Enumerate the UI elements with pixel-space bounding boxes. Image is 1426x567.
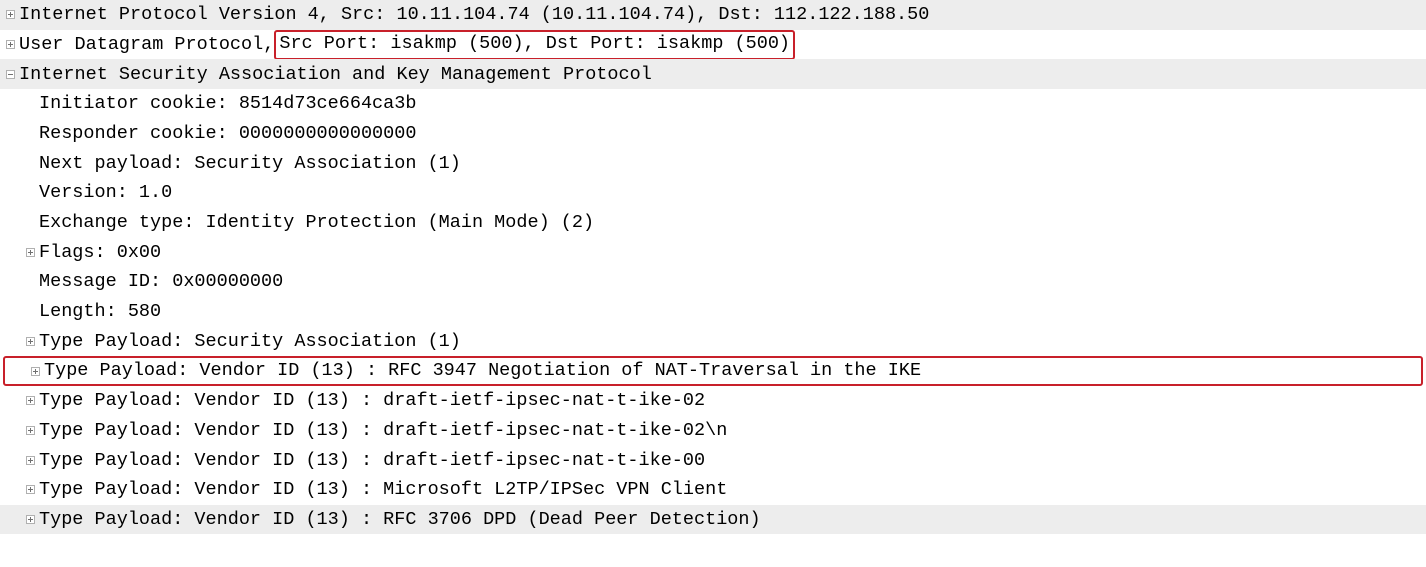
tree-row-udp[interactable]: User Datagram Protocol, Src Port: isakmp…: [0, 30, 1426, 60]
tree-row-payload-vid-draft02n[interactable]: Type Payload: Vendor ID (13) : draft-iet…: [0, 416, 1426, 446]
field-label: Version: 1.0: [39, 178, 172, 207]
field-label: Exchange type: Identity Protection (Main…: [39, 208, 594, 237]
packet-tree: Internet Protocol Version 4, Src: 10.11.…: [0, 0, 1426, 534]
field-label: Type Payload: Vendor ID (13) : draft-iet…: [39, 386, 705, 415]
field-label: User Datagram Protocol,: [19, 30, 274, 59]
expand-icon[interactable]: [4, 39, 16, 51]
tree-row-isakmp[interactable]: Internet Security Association and Key Ma…: [0, 59, 1426, 89]
expand-icon[interactable]: [24, 246, 36, 258]
expand-icon[interactable]: [24, 424, 36, 436]
tree-row-ipv4[interactable]: Internet Protocol Version 4, Src: 10.11.…: [0, 0, 1426, 30]
field-label: Flags: 0x00: [39, 238, 161, 267]
tree-row-initiator-cookie[interactable]: Initiator cookie: 8514d73ce664ca3b: [0, 89, 1426, 119]
field-label: Type Payload: Vendor ID (13) : RFC 3706 …: [39, 505, 761, 534]
field-label: Next payload: Security Association (1): [39, 149, 461, 178]
field-label: Responder cookie: 0000000000000000: [39, 119, 416, 148]
field-label: Type Payload: Security Association (1): [39, 327, 461, 356]
collapse-icon[interactable]: [4, 68, 16, 80]
expand-icon[interactable]: [24, 335, 36, 347]
expand-icon[interactable]: [24, 484, 36, 496]
tree-row-payload-vid-dpd[interactable]: Type Payload: Vendor ID (13) : RFC 3706 …: [0, 505, 1426, 535]
expand-icon[interactable]: [4, 9, 16, 21]
tree-row-payload-sa[interactable]: Type Payload: Security Association (1): [0, 327, 1426, 357]
field-label: Type Payload: Vendor ID (13) : draft-iet…: [39, 416, 727, 445]
field-label: Length: 580: [39, 297, 161, 326]
tree-row-payload-vid-draft00[interactable]: Type Payload: Vendor ID (13) : draft-iet…: [0, 445, 1426, 475]
tree-row-payload-vid-draft02[interactable]: Type Payload: Vendor ID (13) : draft-iet…: [0, 386, 1426, 416]
expand-icon[interactable]: [24, 514, 36, 526]
field-label: Type Payload: Vendor ID (13) : RFC 3947 …: [44, 356, 921, 385]
expand-icon[interactable]: [24, 395, 36, 407]
expand-icon[interactable]: [24, 454, 36, 466]
tree-row-next-payload[interactable]: Next payload: Security Association (1): [0, 148, 1426, 178]
tree-row-payload-vid-rfc3947[interactable]: Type Payload: Vendor ID (13) : RFC 3947 …: [3, 356, 1423, 386]
tree-row-flags[interactable]: Flags: 0x00: [0, 238, 1426, 268]
tree-row-message-id[interactable]: Message ID: 0x00000000: [0, 267, 1426, 297]
field-label: Message ID: 0x00000000: [39, 267, 283, 296]
tree-row-responder-cookie[interactable]: Responder cookie: 0000000000000000: [0, 119, 1426, 149]
highlighted-span: Src Port: isakmp (500), Dst Port: isakmp…: [274, 30, 795, 60]
tree-row-payload-vid-msl2tp[interactable]: Type Payload: Vendor ID (13) : Microsoft…: [0, 475, 1426, 505]
tree-row-exchange-type[interactable]: Exchange type: Identity Protection (Main…: [0, 208, 1426, 238]
tree-row-length[interactable]: Length: 580: [0, 297, 1426, 327]
field-label: Initiator cookie: 8514d73ce664ca3b: [39, 89, 416, 118]
field-label: Internet Protocol Version 4, Src: 10.11.…: [19, 0, 929, 29]
field-label: Type Payload: Vendor ID (13) : draft-iet…: [39, 446, 705, 475]
tree-row-version[interactable]: Version: 1.0: [0, 178, 1426, 208]
expand-icon[interactable]: [29, 365, 41, 377]
field-label: Internet Security Association and Key Ma…: [19, 60, 652, 89]
field-label: Type Payload: Vendor ID (13) : Microsoft…: [39, 475, 727, 504]
